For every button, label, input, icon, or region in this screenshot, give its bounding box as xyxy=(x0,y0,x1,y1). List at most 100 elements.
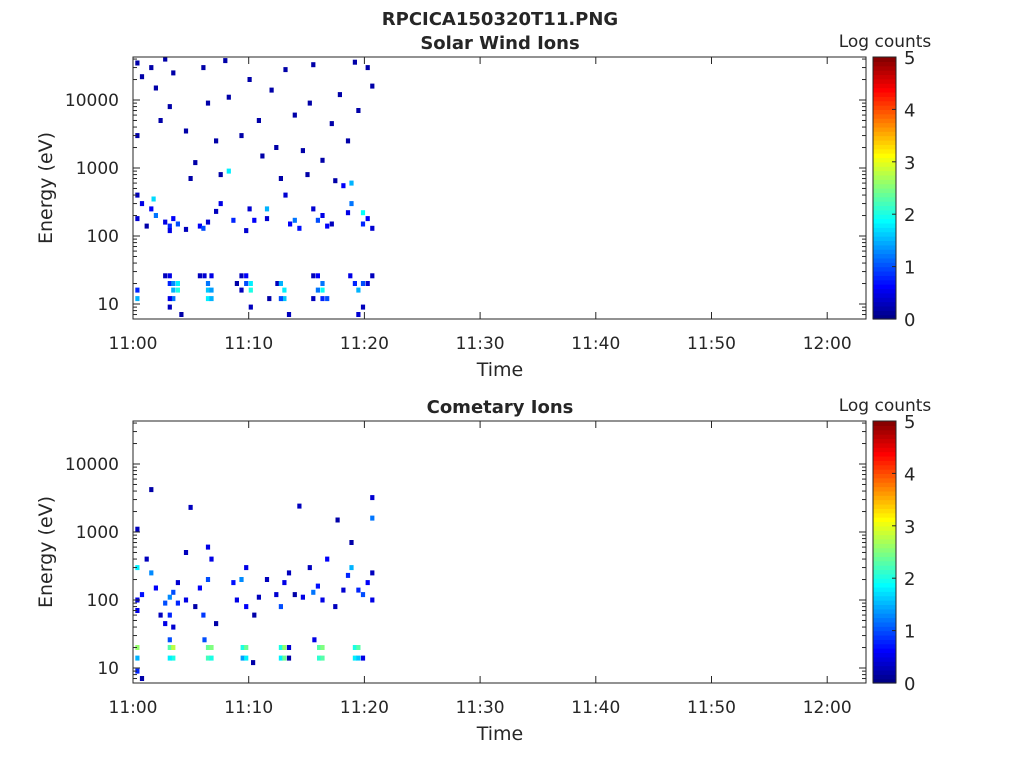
heatmap-cell xyxy=(345,138,351,144)
heatmap-cell xyxy=(325,556,330,562)
heatmap-cell xyxy=(163,621,168,627)
colorbar-segment xyxy=(873,153,896,159)
colorbar-tick-label: 2 xyxy=(904,205,915,226)
heatmap-cell xyxy=(286,312,292,317)
heatmap-cell xyxy=(267,296,272,302)
heatmap-cell xyxy=(333,178,338,184)
heatmap-cell xyxy=(163,219,168,225)
heatmap-cell xyxy=(282,655,287,661)
heatmap-cell xyxy=(305,172,310,178)
heatmap-cell xyxy=(144,556,149,562)
heatmap-cell xyxy=(325,223,330,229)
heatmap-cell xyxy=(139,201,145,207)
heatmap-cell xyxy=(139,676,145,681)
heatmap-cell xyxy=(223,58,228,64)
heatmap-cell xyxy=(202,637,207,643)
colorbar-segment xyxy=(873,503,896,509)
heatmap-cell xyxy=(171,70,176,76)
colorbar-tick-label: 2 xyxy=(904,569,915,590)
colorbar-segment xyxy=(873,196,896,202)
panel-solar-wind-ions: 11:00 11:10 11:20 11:30 11:40 11:50 12:0010100… xyxy=(35,32,931,381)
colorbar-segment xyxy=(873,262,896,268)
colorbar-segment xyxy=(873,139,896,145)
colorbar-segment xyxy=(873,661,896,667)
colorbar-segment xyxy=(873,78,896,84)
colorbar-segment xyxy=(873,591,896,597)
heatmap-cell xyxy=(282,287,287,293)
colorbar-segment xyxy=(873,565,896,571)
heatmap-cell xyxy=(214,138,219,144)
colorbar-segment xyxy=(873,126,896,132)
heatmap-cell xyxy=(135,655,140,661)
heatmap-cell xyxy=(356,287,361,293)
y-tick-label: 1000 xyxy=(76,159,119,179)
heatmap-cell xyxy=(167,304,172,310)
colorbar-segment xyxy=(873,192,896,198)
heatmap-cell xyxy=(264,216,270,222)
x-tick-label: 11:00 xyxy=(109,698,158,718)
x-tick-label: 11:50 xyxy=(687,334,736,354)
heatmap-cell xyxy=(234,597,239,603)
heatmap-cell xyxy=(300,594,305,600)
heatmap-cell xyxy=(311,62,316,68)
heatmap-cell xyxy=(320,645,325,650)
heatmap-cell xyxy=(341,183,346,189)
colorbar-segment xyxy=(873,70,896,76)
heatmap-cell xyxy=(275,281,280,286)
colorbar-segment xyxy=(873,582,896,588)
heatmap-cell xyxy=(167,223,172,229)
colorbar-segment xyxy=(873,244,896,250)
heatmap-cell xyxy=(248,287,253,293)
colorbar-segment xyxy=(873,569,896,575)
heatmap-cell xyxy=(320,296,325,302)
colorbar-segment xyxy=(873,578,896,584)
colorbar-segment xyxy=(873,201,896,207)
colorbar-segment xyxy=(873,284,896,290)
heatmap-cell xyxy=(135,668,140,674)
heatmap-cell xyxy=(188,176,193,181)
heatmap-cell xyxy=(202,273,207,279)
heatmap-cell xyxy=(341,587,346,593)
colorbar-segment xyxy=(873,512,896,518)
heatmap-cell xyxy=(315,287,320,293)
heatmap-cell xyxy=(167,655,172,661)
heatmap-cell xyxy=(251,660,256,666)
colorbar-segment xyxy=(873,486,896,492)
heatmap-cell xyxy=(139,592,145,598)
figure-title: RPCICA150320T11.PNG xyxy=(382,9,618,30)
colorbar-segment xyxy=(873,166,896,172)
colorbar-segment xyxy=(873,495,896,501)
heatmap-cell xyxy=(320,655,325,661)
colorbar-segment xyxy=(873,626,896,632)
heatmap-cell xyxy=(244,565,249,571)
colorbar-segment xyxy=(873,434,896,440)
colorbar-segment xyxy=(873,560,896,566)
heatmap-cell xyxy=(278,281,283,286)
heatmap-cell xyxy=(209,296,214,302)
heatmap-cell xyxy=(282,645,287,650)
heatmap-cell xyxy=(201,225,206,231)
heatmap-cell xyxy=(264,577,270,582)
heatmap-cell xyxy=(153,85,158,91)
heatmap-cell xyxy=(205,219,211,225)
heatmap-cell xyxy=(307,100,312,106)
heatmap-cell xyxy=(311,273,316,279)
heatmap-cell xyxy=(240,655,245,661)
heatmap-cell xyxy=(153,585,158,591)
heatmap-cell xyxy=(370,495,375,501)
heatmap-cell xyxy=(244,281,249,286)
heatmap-cell xyxy=(149,65,154,71)
colorbar-segment xyxy=(873,429,896,435)
colorbar-segment xyxy=(873,604,896,610)
heatmap-cell xyxy=(315,273,320,279)
heatmap-cell xyxy=(158,118,163,123)
heatmap-cell xyxy=(278,645,283,650)
heatmap-cell xyxy=(320,213,325,218)
heatmap-cell xyxy=(370,515,375,521)
heatmap-cell xyxy=(252,217,257,223)
heatmap-cell xyxy=(337,92,342,98)
y-tick-label: 1000 xyxy=(76,523,119,543)
colorbar-segment xyxy=(873,305,896,311)
heatmap-cell xyxy=(201,612,206,618)
colorbar-segment xyxy=(873,477,896,483)
